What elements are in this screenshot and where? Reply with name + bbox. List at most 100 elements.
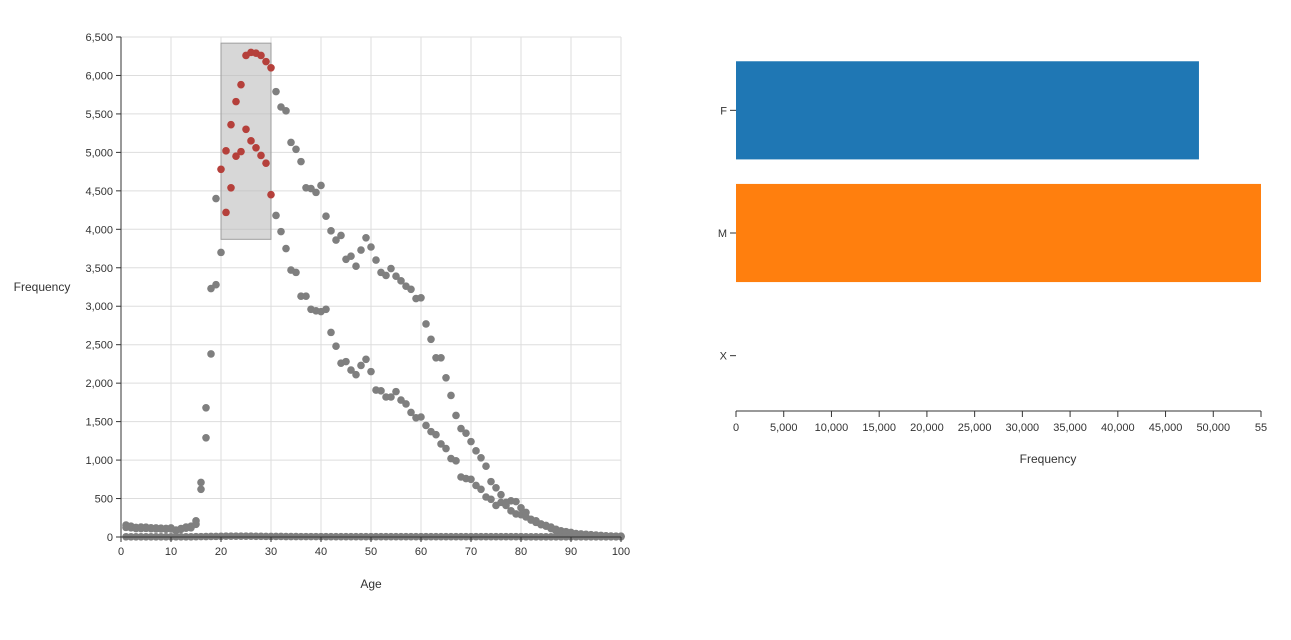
data-point[interactable] xyxy=(332,236,340,244)
data-point[interactable] xyxy=(437,353,445,362)
data-point[interactable] xyxy=(392,387,400,396)
data-point[interactable] xyxy=(457,424,465,433)
data-point[interactable] xyxy=(387,393,395,401)
data-point[interactable] xyxy=(392,272,400,281)
data-point[interactable] xyxy=(477,485,485,494)
data-point[interactable] xyxy=(397,277,405,285)
data-point[interactable] xyxy=(422,320,430,328)
data-point[interactable] xyxy=(387,264,395,273)
data-point[interactable] xyxy=(467,475,475,484)
data-point[interactable] xyxy=(417,413,425,421)
data-point[interactable] xyxy=(327,328,335,337)
bar-m[interactable] xyxy=(736,183,1261,283)
selected-data-point[interactable] xyxy=(227,183,235,192)
data-point[interactable] xyxy=(442,373,450,382)
data-point[interactable] xyxy=(192,520,200,529)
data-point[interactable] xyxy=(472,447,480,455)
data-point[interactable] xyxy=(347,252,355,261)
data-point[interactable] xyxy=(422,421,430,430)
data-point[interactable] xyxy=(377,387,385,395)
data-point[interactable] xyxy=(217,248,225,257)
data-point[interactable] xyxy=(327,227,335,235)
data-point[interactable] xyxy=(337,231,345,240)
data-point[interactable] xyxy=(212,194,220,203)
data-point[interactable] xyxy=(357,361,365,370)
data-point[interactable] xyxy=(322,305,330,314)
data-point[interactable] xyxy=(372,256,380,264)
data-point[interactable] xyxy=(407,285,415,294)
data-point[interactable] xyxy=(312,188,320,197)
data-point[interactable] xyxy=(207,284,215,293)
data-point[interactable] xyxy=(382,271,390,280)
data-point[interactable] xyxy=(487,477,495,486)
data-point[interactable] xyxy=(402,400,410,408)
data-point[interactable] xyxy=(432,430,440,439)
data-point[interactable] xyxy=(207,350,215,358)
data-point[interactable] xyxy=(487,495,495,504)
data-point[interactable] xyxy=(427,335,435,344)
selected-data-point[interactable] xyxy=(222,147,230,155)
selected-data-point[interactable] xyxy=(222,208,230,217)
data-point[interactable] xyxy=(277,227,285,236)
data-point[interactable] xyxy=(417,293,425,302)
data-point[interactable] xyxy=(452,411,460,420)
data-point[interactable] xyxy=(317,181,325,190)
selected-data-point[interactable] xyxy=(267,190,275,199)
data-point[interactable] xyxy=(462,429,470,437)
data-point[interactable] xyxy=(367,367,375,376)
selected-data-point[interactable] xyxy=(257,51,265,60)
data-point[interactable] xyxy=(437,440,445,448)
data-point[interactable] xyxy=(282,244,290,253)
selected-data-point[interactable] xyxy=(232,97,240,106)
data-point[interactable] xyxy=(202,403,210,412)
data-point[interactable] xyxy=(342,357,350,366)
selected-data-point[interactable] xyxy=(257,151,265,160)
data-point[interactable] xyxy=(482,462,490,471)
data-point[interactable] xyxy=(367,243,375,251)
data-point[interactable] xyxy=(282,107,290,115)
data-point[interactable] xyxy=(407,408,415,417)
data-point[interactable] xyxy=(197,478,205,487)
data-point[interactable] xyxy=(352,370,360,379)
data-point[interactable] xyxy=(467,437,475,446)
data-point[interactable] xyxy=(202,433,210,442)
selected-data-point[interactable] xyxy=(262,57,270,66)
selected-data-point[interactable] xyxy=(237,80,245,89)
bar-x-axis: 0 5,000 10,000 15,000 20,000 25,000 30,000 35,0… xyxy=(733,410,1267,434)
data-point[interactable] xyxy=(347,366,355,374)
selected-data-point[interactable] xyxy=(232,152,240,161)
data-point[interactable] xyxy=(362,355,370,364)
data-point[interactable] xyxy=(512,497,520,506)
data-point[interactable] xyxy=(497,490,505,499)
data-point[interactable] xyxy=(287,138,295,147)
selected-data-point[interactable] xyxy=(247,137,255,145)
data-point[interactable] xyxy=(517,503,525,512)
data-point[interactable] xyxy=(362,233,370,242)
data-point[interactable] xyxy=(447,391,455,400)
data-point[interactable] xyxy=(522,508,530,517)
data-point[interactable] xyxy=(272,87,280,96)
data-point[interactable] xyxy=(357,246,365,254)
selected-data-point[interactable] xyxy=(262,159,270,167)
data-point[interactable] xyxy=(297,157,305,166)
data-point[interactable] xyxy=(442,444,450,453)
data-point[interactable] xyxy=(272,211,280,220)
bar-f[interactable] xyxy=(736,61,1199,160)
brush-selection[interactable] xyxy=(220,42,272,240)
selected-data-point[interactable] xyxy=(252,143,260,152)
data-point[interactable] xyxy=(477,453,485,462)
selected-data-point[interactable] xyxy=(237,147,245,156)
selected-data-point[interactable] xyxy=(217,165,225,174)
data-point[interactable] xyxy=(322,212,330,221)
selected-data-point[interactable] xyxy=(227,120,235,129)
data-point[interactable] xyxy=(452,457,460,465)
data-point[interactable] xyxy=(332,342,340,351)
data-point[interactable] xyxy=(197,485,205,494)
data-point[interactable] xyxy=(292,268,300,277)
selected-data-point[interactable] xyxy=(242,125,250,134)
selected-data-point[interactable] xyxy=(267,63,275,72)
data-point[interactable] xyxy=(492,483,500,492)
data-point[interactable] xyxy=(302,292,310,301)
data-point[interactable] xyxy=(352,262,360,271)
data-point[interactable] xyxy=(292,145,300,154)
